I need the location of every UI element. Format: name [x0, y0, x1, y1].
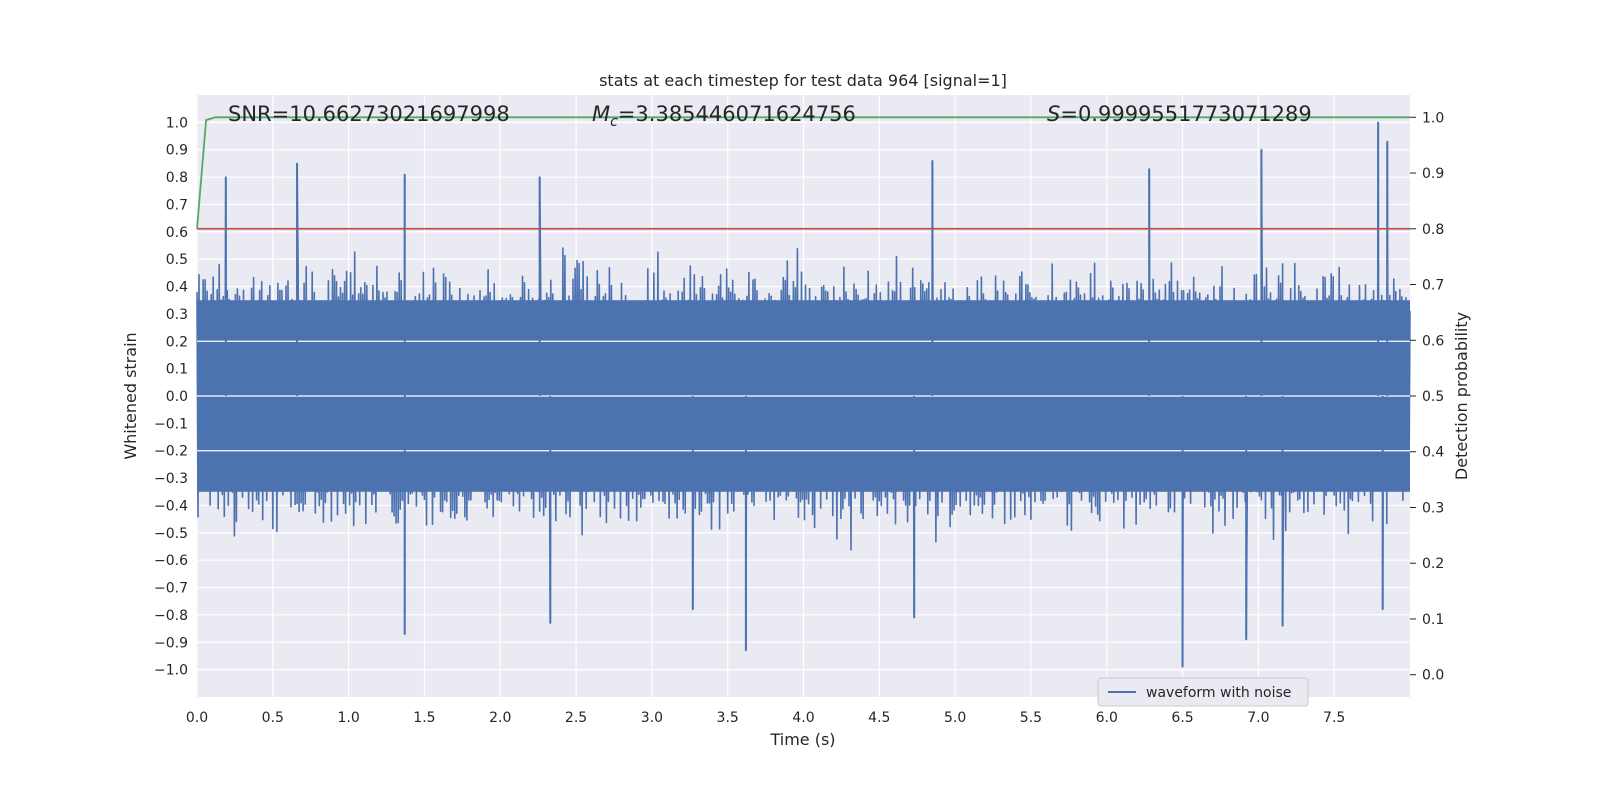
x-tick-label: 4.5 [868, 710, 890, 726]
y-tick-label: 0.2 [166, 334, 188, 350]
y-tick-label: 0.3 [166, 307, 188, 323]
x-tick-label: 2.5 [565, 710, 587, 726]
y2-tick-label: 0.0 [1422, 668, 1444, 684]
x-tick-label: 1.0 [337, 710, 359, 726]
y-axis-ticks: 1.0 0.9 0.8 0.7 0.6 0.5 0.4 0.3 0.2 0.1 0.0 −0.1 −0.… [154, 115, 188, 678]
y2-tick-label: 0.4 [1422, 445, 1444, 461]
y-tick-label: 1.0 [166, 115, 188, 131]
legend-label-waveform: waveform with noise [1146, 685, 1291, 701]
chirp-mass-symbol: M [592, 102, 610, 126]
y-axis-label: Whitened strain [121, 332, 140, 459]
x-tick-label: 7.0 [1247, 710, 1269, 726]
y-tick-label: 0.7 [166, 197, 188, 213]
y-tick-label: −0.1 [154, 416, 188, 432]
y2-tick-label: 0.1 [1422, 612, 1444, 628]
y2-tick-label: 0.8 [1422, 222, 1444, 238]
y-tick-label: −1.0 [154, 663, 188, 679]
y-tick-label: −0.3 [154, 471, 188, 487]
y2-tick-label: 0.3 [1422, 500, 1444, 516]
y-tick-label: 0.1 [166, 362, 188, 378]
x-tick-label: 5.5 [1020, 710, 1042, 726]
x-tick-label: 5.0 [944, 710, 966, 726]
x-tick-label: 1.5 [413, 710, 435, 726]
y2-tick-label: 1.0 [1422, 110, 1444, 126]
y2-tick-label: 0.7 [1422, 278, 1444, 294]
legend: waveform with noise [1097, 677, 1309, 707]
y2-axis-ticks: 1.0 0.9 0.8 0.7 0.6 0.5 0.4 0.3 0.2 0.1 0.0 [1410, 110, 1444, 684]
score-annotation: S=0.9999551773071289 [1047, 102, 1312, 126]
y2-tick-label: 0.5 [1422, 389, 1444, 405]
y2-tick-label: 0.6 [1422, 333, 1444, 349]
snr-annotation: SNR=10.66273021697998 [228, 102, 510, 126]
y-tick-label: −0.5 [154, 526, 188, 542]
y-tick-label: 0.6 [166, 225, 188, 241]
x-tick-label: 2.0 [489, 710, 511, 726]
detection-probability-line [196, 116, 1410, 229]
y-tick-label: 0.8 [166, 170, 188, 186]
score-symbol: S [1047, 102, 1060, 126]
x-tick-label: 0.5 [262, 710, 284, 726]
legend-box [1097, 677, 1309, 707]
x-tick-label: 4.0 [792, 710, 814, 726]
x-tick-label: 6.5 [1171, 710, 1193, 726]
x-tick-label: 0.0 [186, 710, 208, 726]
x-axis-ticks: 0.0 0.5 1.0 1.5 2.0 2.5 3.0 3.5 4.0 4.5 5.0 5.5 6.0 6… [186, 710, 1345, 726]
y2-tick-label: 0.9 [1422, 166, 1444, 182]
y2-axis-label: Detection probability [1452, 312, 1471, 480]
y2-tick-label: 0.2 [1422, 556, 1444, 572]
x-axis-label: Time (s) [769, 730, 835, 749]
y-tick-label: −0.8 [154, 608, 188, 624]
waveform-line [196, 121, 1411, 668]
y-tick-label: −0.4 [154, 498, 188, 514]
chart-title: stats at each timestep for test data 964… [599, 71, 1007, 90]
y-tick-label: −0.9 [154, 635, 188, 651]
waveform-series [196, 121, 1411, 668]
chirp-mass-subscript: c [610, 114, 618, 130]
y-tick-label: 0.0 [166, 389, 188, 405]
y-tick-label: 0.9 [166, 143, 188, 159]
x-tick-label: 7.5 [1323, 710, 1345, 726]
x-tick-label: 3.0 [641, 710, 663, 726]
chirp-mass-value: =3.385446071624756 [618, 102, 856, 126]
score-value: =0.9999551773071289 [1060, 102, 1311, 126]
y-tick-label: −0.2 [154, 444, 188, 460]
y-tick-label: −0.6 [154, 553, 188, 569]
y-tick-label: 0.4 [166, 280, 188, 296]
chirp-mass-annotation: Mc=3.385446071624756 [592, 102, 856, 130]
x-tick-label: 3.5 [717, 710, 739, 726]
x-tick-label: 6.0 [1096, 710, 1118, 726]
y-tick-label: −0.7 [154, 581, 188, 597]
y-tick-label: 0.5 [166, 252, 188, 268]
